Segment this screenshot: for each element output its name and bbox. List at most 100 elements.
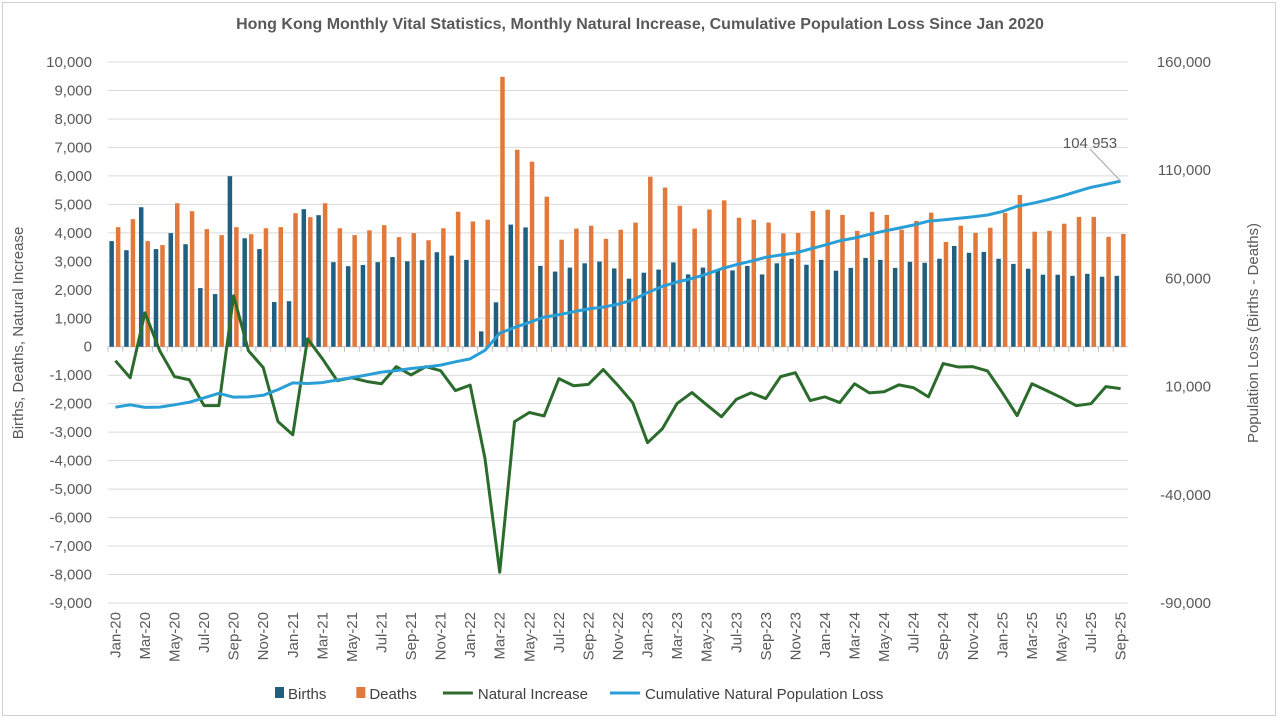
left-tick-label: 7,000 [54,139,92,156]
deaths-bar [692,228,697,347]
x-tick-label: Mar-25 [1024,612,1041,660]
births-bar [153,249,159,347]
births-bar [198,288,203,347]
births-bar [345,266,351,347]
deaths-bar [263,228,269,347]
deaths-bar [248,234,254,347]
final-value-label: 104 953 [1063,135,1117,152]
right-tick-label: 160,000 [1157,54,1211,71]
births-bar [434,252,440,347]
x-tick-label: Jan-21 [285,612,302,658]
deaths-bar [515,149,520,347]
births-bar [124,250,129,347]
births-bar [612,268,617,347]
deaths-bar [766,222,771,347]
deaths-bar [337,228,343,347]
births-bar [952,245,957,347]
x-tick-label: Mar-23 [669,612,686,660]
left-tick-label: -5,000 [49,481,92,498]
x-tick-label: Jan-25 [994,612,1011,658]
deaths-bar [1017,194,1023,347]
legend-label: Cumulative Natural Population Loss [645,686,883,703]
left-tick-label: 4,000 [54,225,92,242]
right-tick-label: 10,000 [1165,379,1211,396]
x-tick-label: Sep-25 [1113,612,1130,660]
births-bar [390,257,395,347]
births-bar [212,294,218,347]
deaths-bar [781,233,786,347]
births-bar [138,207,144,347]
births-bar [715,270,720,347]
deaths-bar [914,220,919,347]
births-bar [375,262,380,347]
births-bar [671,262,676,347]
deaths-bar [588,225,594,347]
x-tick-label: Nov-22 [610,612,627,660]
natural-increase-line [114,294,1121,574]
deaths-bar [648,176,653,347]
deaths-bar [633,222,638,347]
left-tick-label: 5,000 [54,196,92,213]
deaths-bar [308,217,313,347]
left-tick-label: -9,000 [49,595,92,612]
births-bar [937,258,942,347]
left-tick-label: 0 [84,339,92,356]
births-bar [1114,275,1120,347]
births-bar [907,261,913,347]
births-bar [1055,274,1060,347]
x-tick-label: Sep-20 [226,612,243,660]
births-bar [272,302,277,347]
deaths-bar [396,237,402,347]
births-bar [168,233,174,347]
left-tick-label: -7,000 [49,538,92,555]
deaths-bar [234,227,239,347]
x-tick-label: Nov-23 [787,612,804,660]
deaths-bar [219,235,224,347]
deaths-bar [603,238,609,347]
births-bar [567,267,573,347]
x-tick-label: Jan-22 [462,612,479,658]
deaths-bar [884,214,890,347]
births-bar [996,258,1001,347]
x-tick-label: Mar-22 [492,612,509,660]
right-tick-label: -90,000 [1160,595,1211,612]
births-bar [774,263,780,347]
legend-swatch-1 [356,687,366,698]
deaths-bar [204,229,210,347]
x-tick-label: Sep-22 [580,612,597,660]
births-bar [656,269,661,347]
births-bar [493,302,499,347]
deaths-bar [662,187,668,347]
cumulative-loss-line [115,179,1121,409]
deaths-bar [721,200,727,347]
deaths-bar [559,239,564,347]
births-bar [331,262,336,347]
x-tick-label: May-23 [699,612,716,662]
births-bar [848,267,854,347]
births-bar [700,267,706,347]
x-tick-label: Mar-21 [314,612,331,660]
deaths-bar [485,219,490,347]
births-bar [523,227,528,347]
x-tick-label: Jul-22 [551,612,568,653]
legend-label: Deaths [369,686,417,703]
births-bar [892,267,898,347]
births-bar [1085,273,1090,347]
births-bar [405,261,410,347]
left-tick-label: 3,000 [54,253,92,270]
deaths-bar [973,232,978,347]
x-tick-label: May-22 [521,612,538,662]
deaths-bar [958,225,963,347]
x-tick-label: Nov-21 [433,612,450,660]
x-tick-label: Jul-24 [906,612,923,653]
deaths-bar [322,203,328,347]
births-bar [1099,276,1105,347]
deaths-bar [160,245,165,347]
births-bar [257,249,262,347]
deaths-bar [470,221,476,347]
deaths-bar [367,230,372,347]
x-tick-label: Jul-23 [728,612,745,653]
deaths-bar [928,212,934,347]
